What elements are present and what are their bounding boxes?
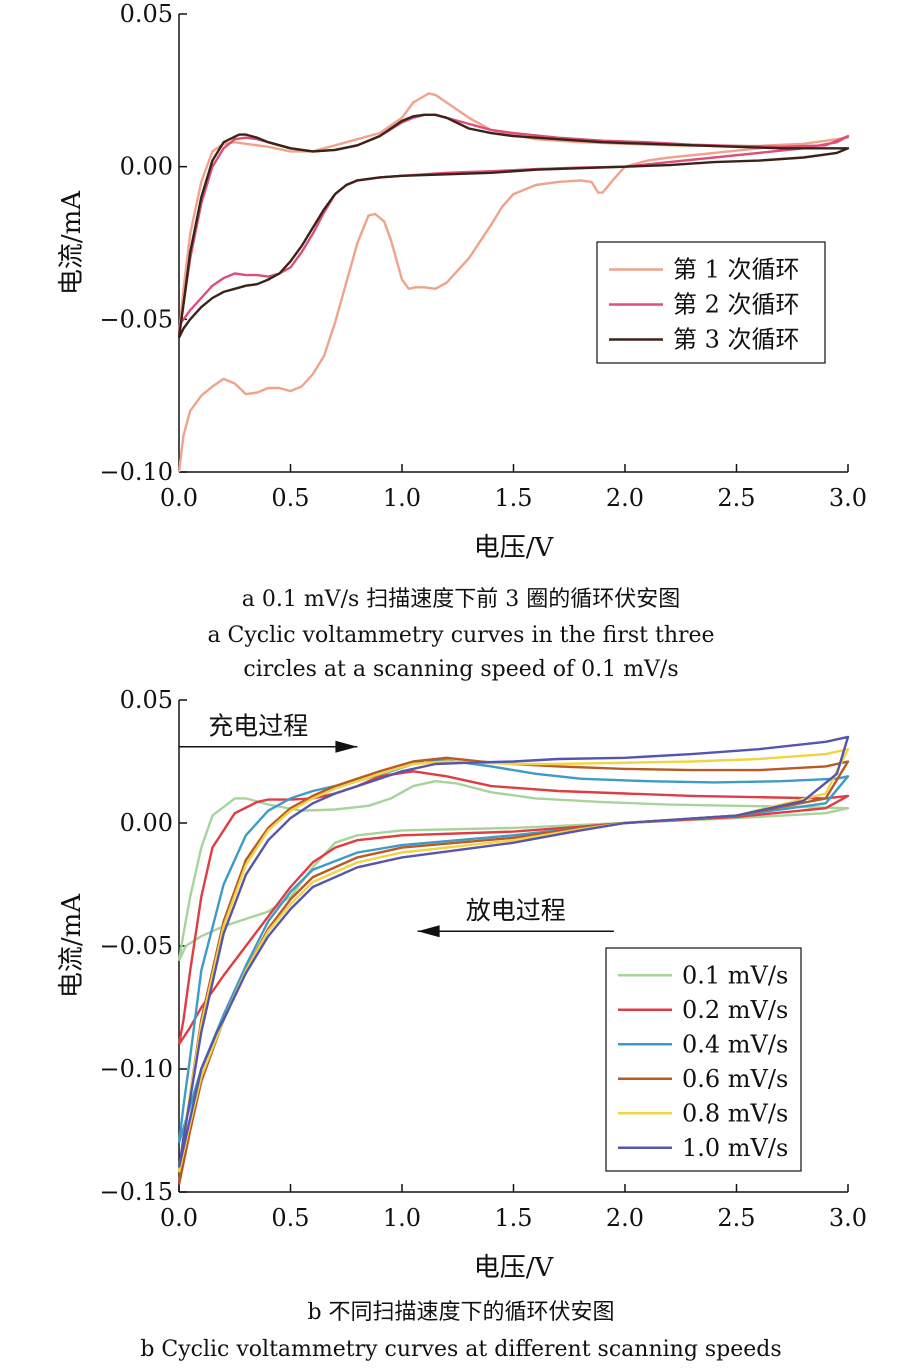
- chart-b: 0.0 0.5 1.0 1.5 2.0 2.5 3.0 0.05 0.00 −0.05 −0.10 −…: [57, 686, 867, 1280]
- y-axis-label: 电流/mA: [57, 893, 87, 998]
- x-tick-label: 2.0: [606, 1204, 644, 1232]
- series-line: [177, 759, 850, 1144]
- legend-entry: 第 2 次循环: [673, 291, 800, 319]
- legend: 0.1 mV/s 0.2 mV/s 0.4 mV/s 0.6 mV/s 0.8 mV/s…: [605, 947, 802, 1172]
- legend-entry: 0.2 mV/s: [682, 996, 788, 1024]
- legend-entry: 第 1 次循环: [673, 256, 800, 284]
- annotation: 放电过程: [417, 896, 614, 938]
- caption-b-cn: b 不同扫描速度下的循环伏安图: [307, 1300, 615, 1325]
- series-line: [177, 780, 850, 962]
- caption-b-en: b Cyclic voltammetry curves at different…: [140, 1337, 782, 1362]
- x-tick-label: 0.5: [271, 1204, 309, 1232]
- y-tick-label: 0.00: [120, 809, 173, 837]
- series-line: [177, 748, 850, 1173]
- caption-a-en-line2: circles at a scanning speed of 0.1 mV/s: [243, 657, 679, 682]
- annotation-label: 充电过程: [208, 712, 308, 741]
- y-tick-label: 0.00: [120, 153, 173, 181]
- series-line: [177, 770, 850, 1046]
- x-tick-label: 1.5: [494, 484, 532, 512]
- legend-box: [605, 947, 802, 1172]
- legend-entry: 0.1 mV/s: [682, 961, 788, 989]
- chart-a: 0.0 0.5 1.0 1.5 2.0 2.5 3.0 0.05 0.00 −0.05 −0.10 电…: [57, 0, 867, 563]
- legend-entry: 0.6 mV/s: [682, 1065, 788, 1093]
- y-tick-label: −0.05: [99, 932, 173, 960]
- annotation-label: 放电过程: [466, 896, 566, 925]
- x-tick-label: 1.5: [494, 1204, 532, 1232]
- axes: 0.0 0.5 1.0 1.5 2.0 2.5 3.0 0.05 0.00 −0.05 −0.10 −…: [57, 686, 867, 1280]
- series-line: [177, 113, 850, 339]
- x-tick-label: 1.0: [383, 484, 421, 512]
- y-tick-label: 0.05: [120, 0, 173, 28]
- x-tick-label: 2.0: [606, 484, 644, 512]
- x-tick-label: 2.5: [717, 484, 755, 512]
- legend-entry: 0.8 mV/s: [682, 1099, 788, 1127]
- series-line: [177, 756, 850, 1185]
- y-tick-label: −0.05: [99, 305, 173, 333]
- x-axis-label: 电压/V: [474, 533, 555, 563]
- x-tick-label: 3.0: [829, 1204, 867, 1232]
- series-group: [177, 92, 850, 473]
- x-axis-label: 电压/V: [474, 1253, 555, 1280]
- axes: 0.0 0.5 1.0 1.5 2.0 2.5 3.0 0.05 0.00 −0.05 −0.10 电…: [57, 0, 867, 563]
- y-tick-label: −0.10: [99, 458, 173, 486]
- x-tick-label: 0.0: [160, 1204, 198, 1232]
- y-tick-label: 0.05: [120, 686, 173, 714]
- legend-entry: 第 3 次循环: [673, 326, 800, 354]
- caption-a-cn: a 0.1 mV/s 扫描速度下前 3 圈的循环伏安图: [241, 587, 681, 612]
- y-axis-label: 电流/mA: [57, 190, 87, 295]
- x-tick-label: 1.0: [383, 1204, 421, 1232]
- legend-entry: 0.4 mV/s: [682, 1030, 788, 1058]
- x-tick-label: 0.0: [160, 484, 198, 512]
- y-tick-label: −0.10: [99, 1055, 173, 1083]
- x-tick-label: 3.0: [829, 484, 867, 512]
- annotation-arrow-head: [417, 925, 440, 938]
- series-group: [177, 735, 850, 1185]
- series-line: [177, 735, 850, 1168]
- x-tick-label: 2.5: [717, 1204, 755, 1232]
- series-line: [177, 92, 850, 473]
- annotation-arrow-head: [335, 740, 358, 753]
- annotation: 充电过程: [179, 712, 358, 753]
- legend-entry: 1.0 mV/s: [682, 1134, 788, 1162]
- x-tick-label: 0.5: [271, 484, 309, 512]
- caption-a-en-line1: a Cyclic voltammetry curves in the first…: [207, 623, 715, 648]
- y-tick-label: −0.15: [99, 1178, 173, 1206]
- legend-box: [596, 241, 826, 364]
